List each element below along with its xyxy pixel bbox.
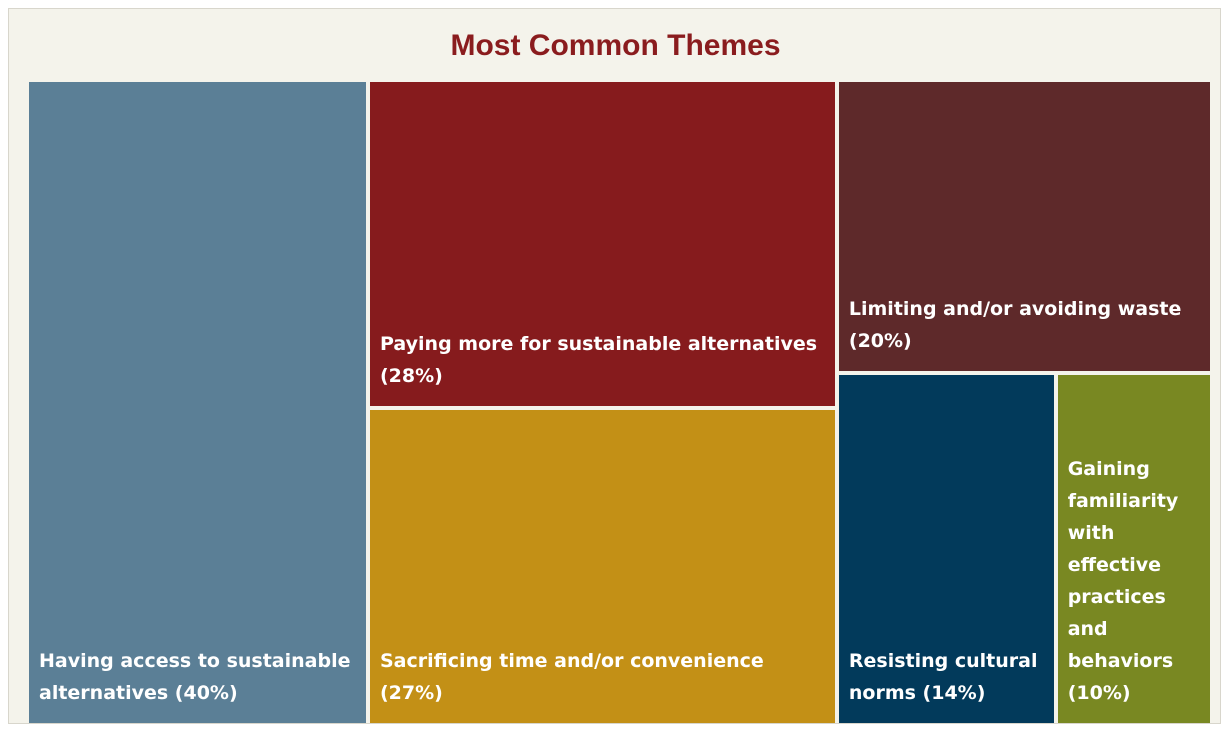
treemap-tile: Gaining familiarity with effective pract… [1057,375,1210,723]
treemap-tile: Having access to sustainable alternative… [29,82,366,723]
treemap-tile-label: Paying more for sustainable alternatives… [380,333,818,388]
treemap-tile: Resisting cultural norms (14%) [838,375,1054,723]
treemap-tile: Limiting and/or avoiding waste (20%) [838,82,1210,372]
treemap-tile-label: Having access to sustainable alternative… [39,650,351,704]
treemap-tile-label: Sacrificing time and/or convenience (27%… [380,649,764,704]
chart-area: Most Common Themes Having access to sust… [8,8,1221,724]
treemap-tile-label: Gaining familiarity with effective pract… [1067,457,1179,704]
treemap-tile: Sacrificing time and/or convenience (27%… [370,410,835,723]
treemap-tile-label: Resisting cultural norms (14%) [848,649,1038,704]
chart-title: Most Common Themes [450,29,781,62]
treemap-tile: Paying more for sustainable alternatives… [370,82,835,407]
treemap-tile-label: Limiting and/or avoiding waste (20%) [848,298,1182,353]
